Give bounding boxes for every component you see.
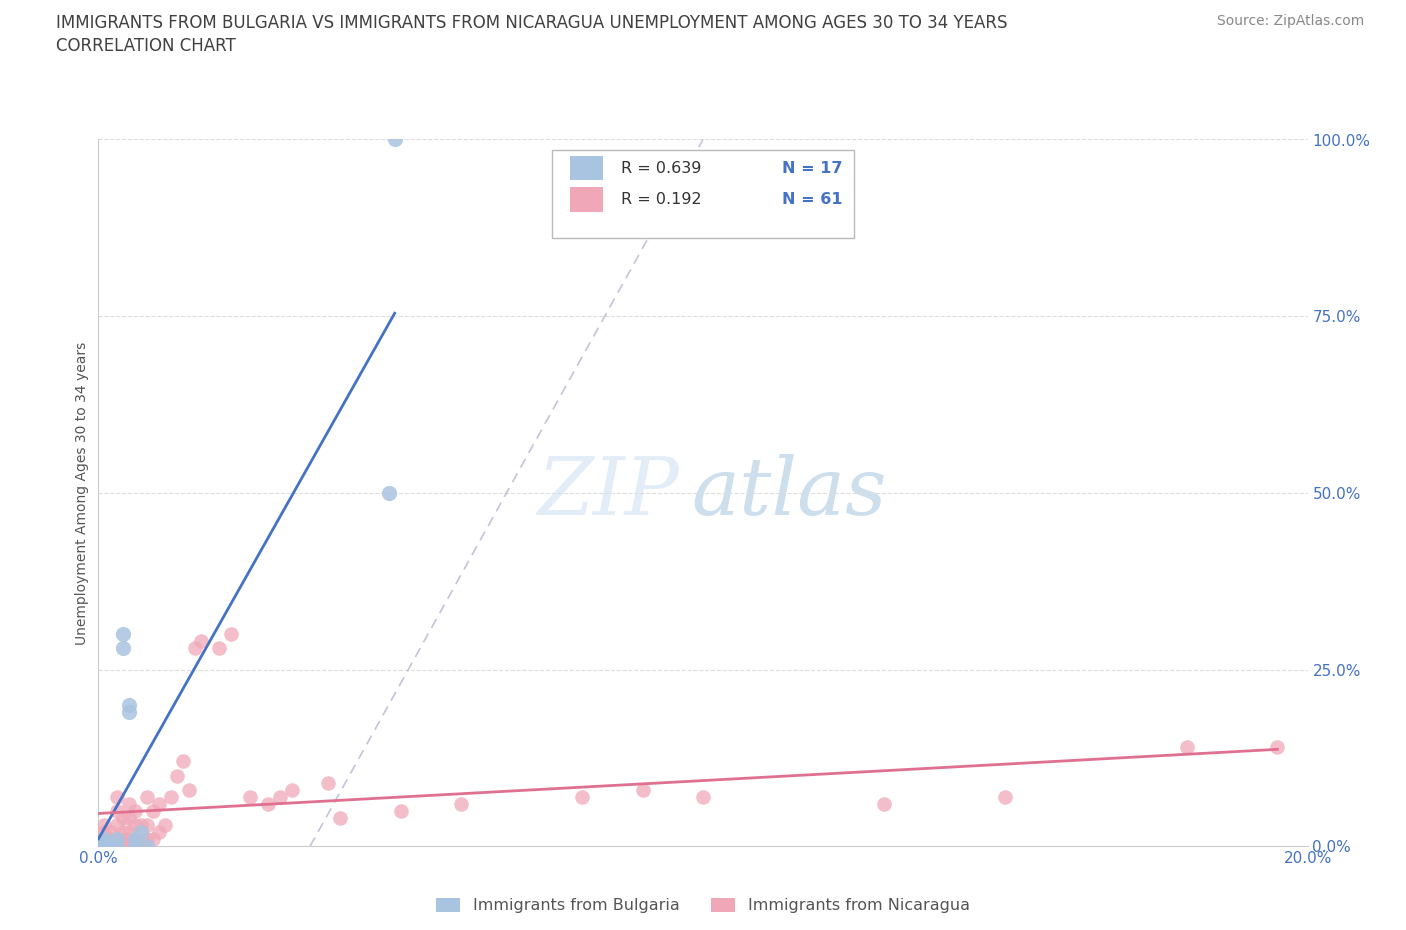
Point <box>281 782 304 797</box>
Point <box>93 835 115 850</box>
Point <box>208 641 231 656</box>
Point <box>118 796 141 811</box>
Text: IMMIGRANTS FROM BULGARIA VS IMMIGRANTS FROM NICARAGUA UNEMPLOYMENT AMONG AGES 30: IMMIGRANTS FROM BULGARIA VS IMMIGRANTS F… <box>56 14 1008 32</box>
Point <box>571 790 593 804</box>
Point <box>93 831 115 846</box>
Point <box>111 641 134 656</box>
Point <box>111 839 134 854</box>
Point <box>190 634 212 649</box>
Point <box>111 825 134 840</box>
Point <box>118 698 141 712</box>
Point <box>105 835 128 850</box>
Point <box>93 817 115 832</box>
Point <box>118 705 141 720</box>
Point <box>172 754 194 769</box>
Point <box>124 835 146 850</box>
Point <box>129 831 152 846</box>
Point <box>142 831 165 846</box>
Text: R = 0.639: R = 0.639 <box>621 161 702 176</box>
Point <box>221 627 243 642</box>
Point <box>93 839 115 854</box>
Point <box>105 831 128 846</box>
Point <box>100 831 122 846</box>
Point <box>994 790 1017 804</box>
Point <box>105 839 128 854</box>
Point <box>118 825 141 840</box>
Point <box>105 831 128 846</box>
Point <box>111 627 134 642</box>
Point <box>93 835 115 850</box>
Point <box>1267 740 1289 755</box>
Point <box>184 641 207 656</box>
Point <box>329 811 352 826</box>
Point <box>124 817 146 832</box>
Point <box>692 790 714 804</box>
Point <box>631 782 654 797</box>
Text: N = 17: N = 17 <box>782 161 842 176</box>
Point <box>118 839 141 854</box>
Text: N = 61: N = 61 <box>782 192 842 206</box>
Text: R = 0.192: R = 0.192 <box>621 192 702 206</box>
Point <box>124 831 146 846</box>
Legend: Immigrants from Bulgaria, Immigrants from Nicaragua: Immigrants from Bulgaria, Immigrants fro… <box>429 891 977 920</box>
Point <box>873 796 896 811</box>
Y-axis label: Unemployment Among Ages 30 to 34 years: Unemployment Among Ages 30 to 34 years <box>76 341 90 644</box>
FancyBboxPatch shape <box>569 155 603 180</box>
Point <box>450 796 472 811</box>
Point <box>100 839 122 854</box>
Point <box>105 817 128 832</box>
Point <box>316 776 339 790</box>
Point <box>111 831 134 846</box>
Point <box>129 825 152 840</box>
Point <box>100 839 122 854</box>
FancyBboxPatch shape <box>569 187 603 212</box>
Point <box>124 839 146 854</box>
FancyBboxPatch shape <box>553 150 855 238</box>
Point <box>100 835 122 850</box>
Point <box>269 790 291 804</box>
Point <box>256 796 278 811</box>
Point <box>384 132 406 147</box>
Point <box>124 804 146 818</box>
Text: Source: ZipAtlas.com: Source: ZipAtlas.com <box>1216 14 1364 28</box>
Text: ZIP: ZIP <box>537 454 679 532</box>
Point <box>105 839 128 854</box>
Point <box>135 790 157 804</box>
Point <box>93 825 115 840</box>
Point <box>135 817 157 832</box>
Point <box>1175 740 1198 755</box>
Point <box>148 825 170 840</box>
Point <box>148 796 170 811</box>
Point <box>118 831 141 846</box>
Point <box>179 782 201 797</box>
Point <box>153 817 176 832</box>
Point <box>93 839 115 854</box>
Point <box>105 804 128 818</box>
Point <box>118 811 141 826</box>
Point <box>100 825 122 840</box>
Point <box>93 831 115 846</box>
Point <box>389 804 412 818</box>
Point <box>105 790 128 804</box>
Point <box>142 804 165 818</box>
Point <box>100 835 122 850</box>
Point <box>239 790 262 804</box>
Point <box>377 485 399 500</box>
Point <box>124 831 146 846</box>
Point <box>135 831 157 846</box>
Text: CORRELATION CHART: CORRELATION CHART <box>56 37 236 55</box>
Point <box>160 790 183 804</box>
Point <box>129 817 152 832</box>
Point <box>111 811 134 826</box>
Point <box>166 768 188 783</box>
Point <box>135 839 157 854</box>
Text: atlas: atlas <box>690 454 886 532</box>
